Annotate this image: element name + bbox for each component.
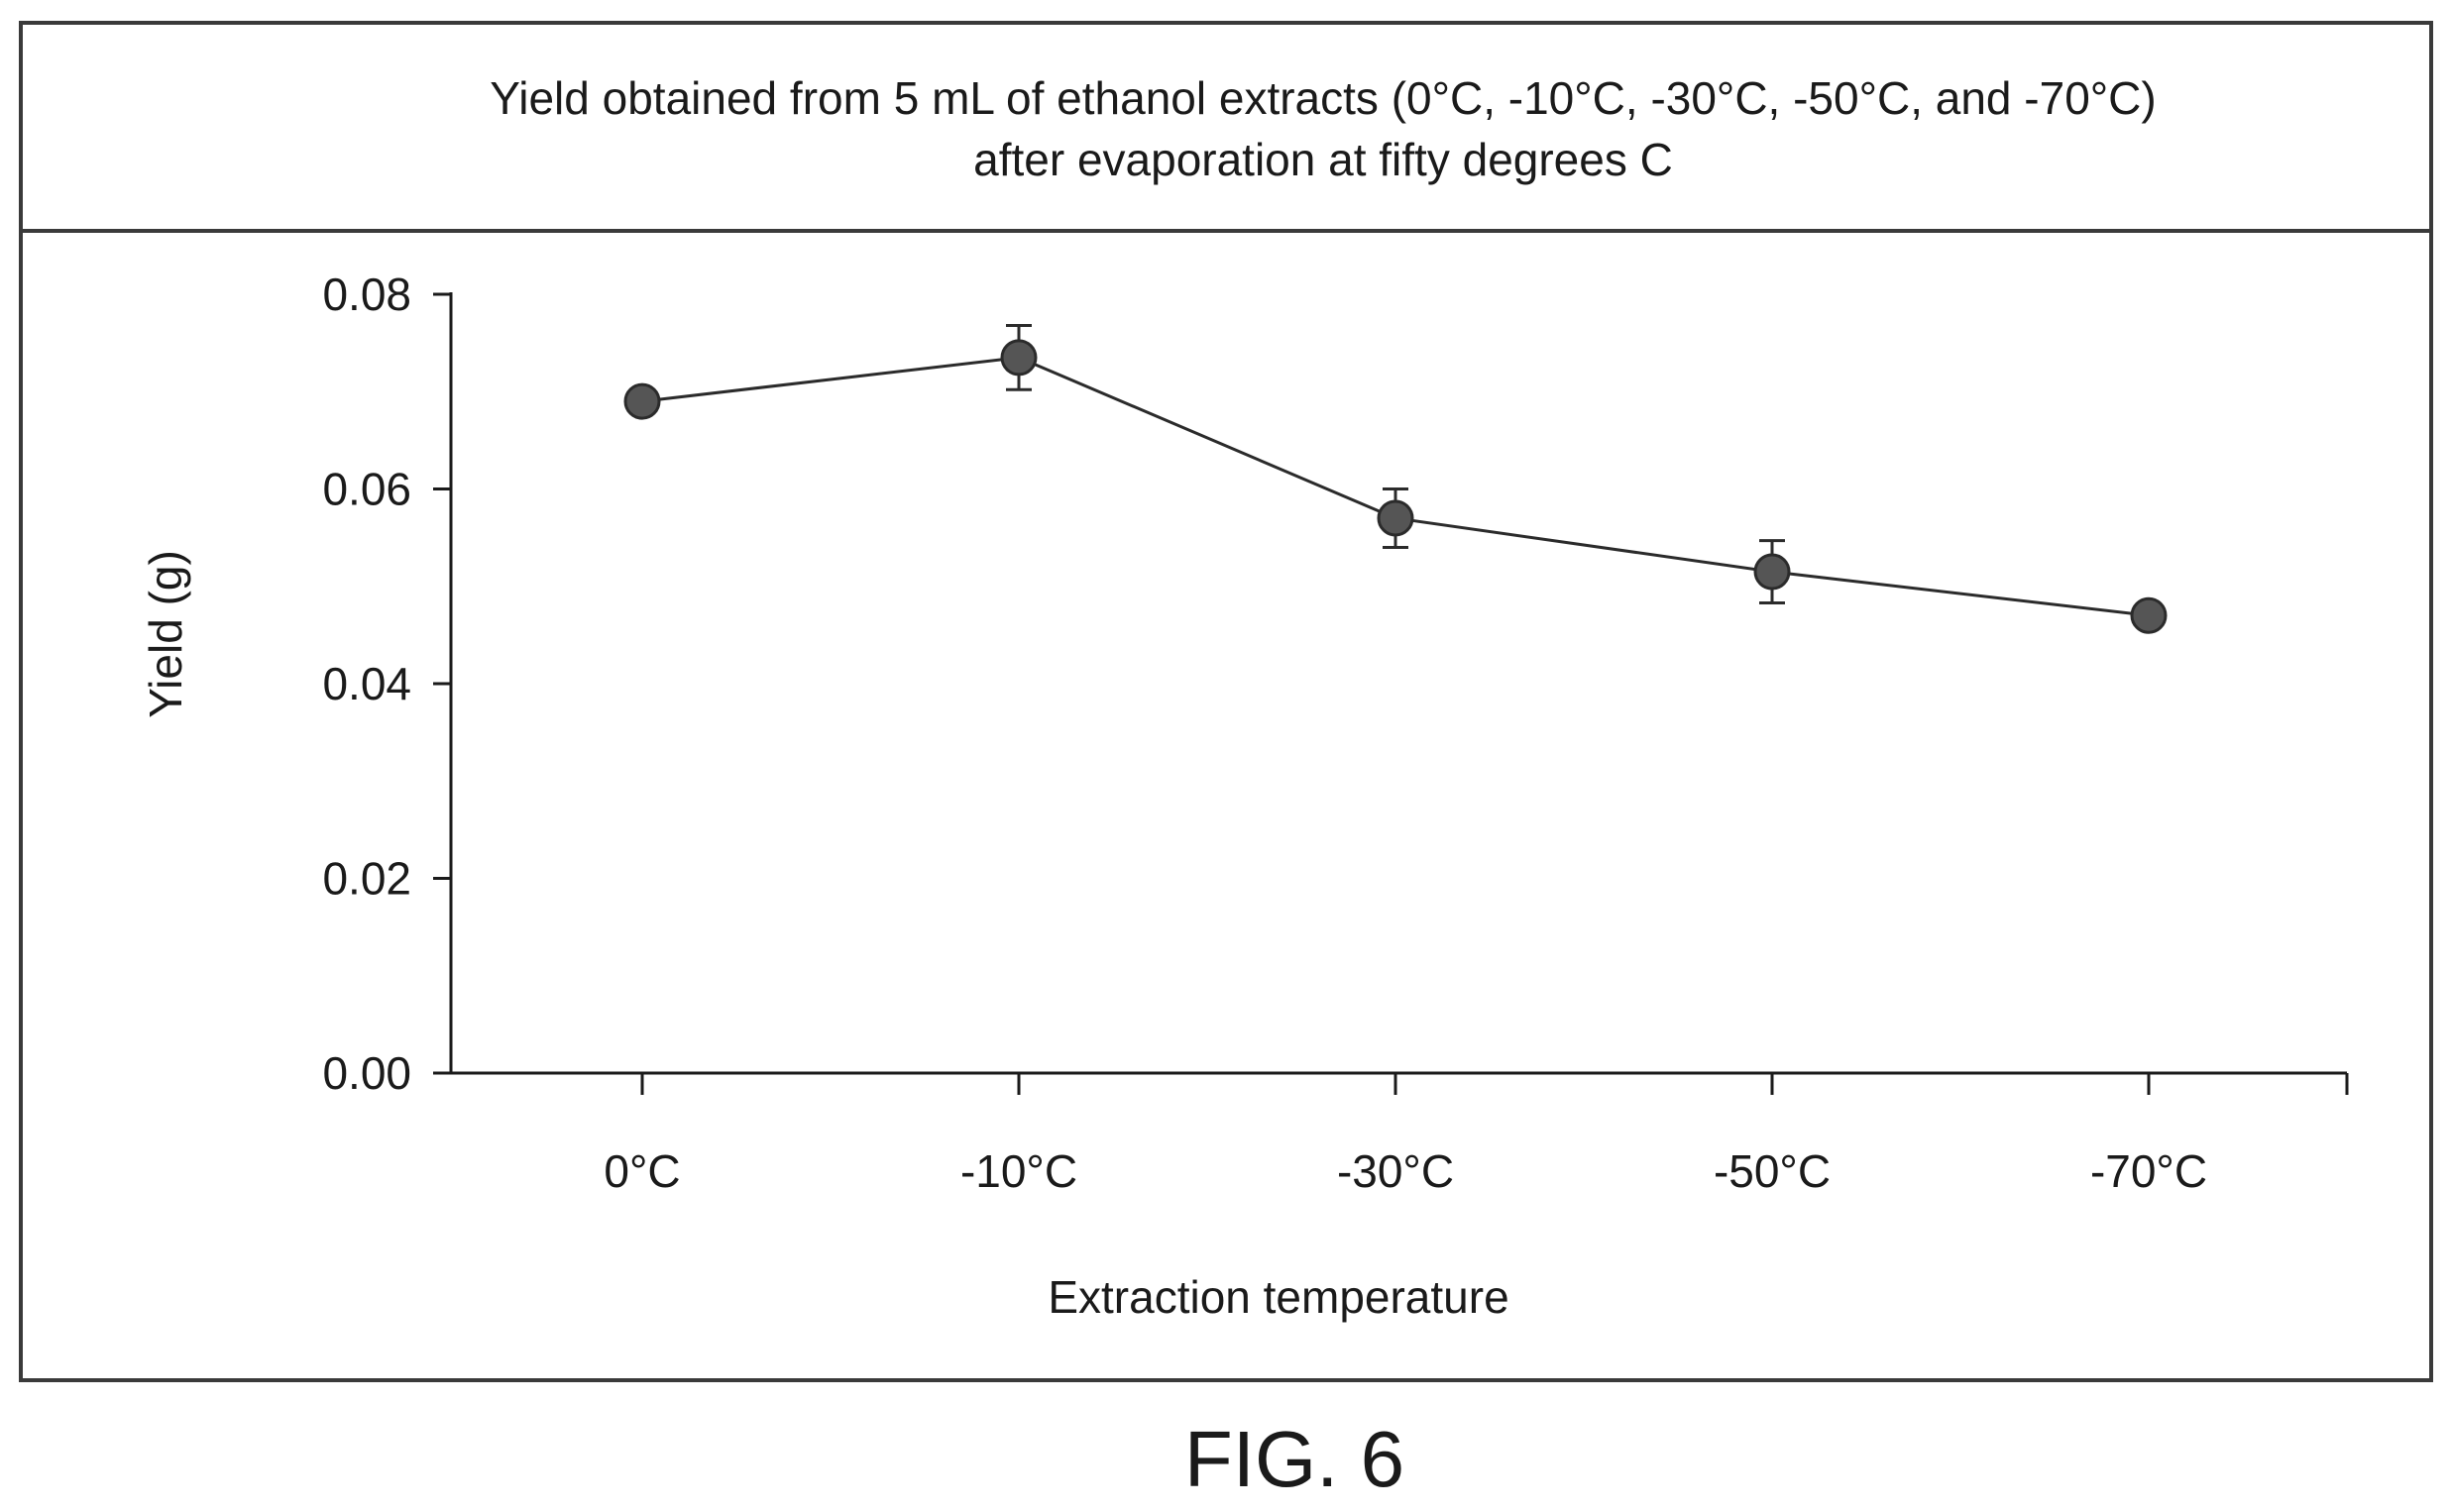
data-point	[1753, 553, 1791, 591]
x-ticks: 0°C -10°C -30°C -50°C -70°C	[604, 1073, 2349, 1197]
figure-label: FIG. 6	[1184, 1415, 1404, 1503]
y-tick-label: 0.04	[322, 658, 411, 709]
y-axis-label: Yield (g)	[140, 550, 191, 718]
y-tick-label: 0.08	[322, 269, 411, 320]
x-tick-label: -70°C	[2090, 1145, 2207, 1197]
chart-title-line2: after evaporation at fifty degrees C	[973, 134, 1673, 185]
x-axis-label: Extraction temperature	[1048, 1271, 1508, 1323]
chart-title-line1: Yield obtained from 5 mL of ethanol extr…	[490, 72, 2156, 124]
x-tick-label: 0°C	[604, 1145, 680, 1197]
data-point	[623, 382, 661, 420]
y-tick-label: 0.00	[322, 1047, 411, 1099]
data-point	[1000, 339, 1038, 377]
y-tick-label: 0.02	[322, 853, 411, 905]
x-tick-label: -50°C	[1714, 1145, 1831, 1197]
data-series	[623, 323, 2168, 634]
x-tick-label: -10°C	[960, 1145, 1077, 1197]
data-point	[1377, 499, 1414, 537]
chart-frame	[19, 21, 2433, 1382]
y-ticks: 0.00 0.02 0.04 0.06 0.08	[322, 269, 451, 1099]
series-line	[641, 356, 2150, 617]
data-point	[2130, 596, 2168, 634]
x-tick-label: -30°C	[1337, 1145, 1454, 1197]
y-tick-label: 0.06	[322, 464, 411, 515]
